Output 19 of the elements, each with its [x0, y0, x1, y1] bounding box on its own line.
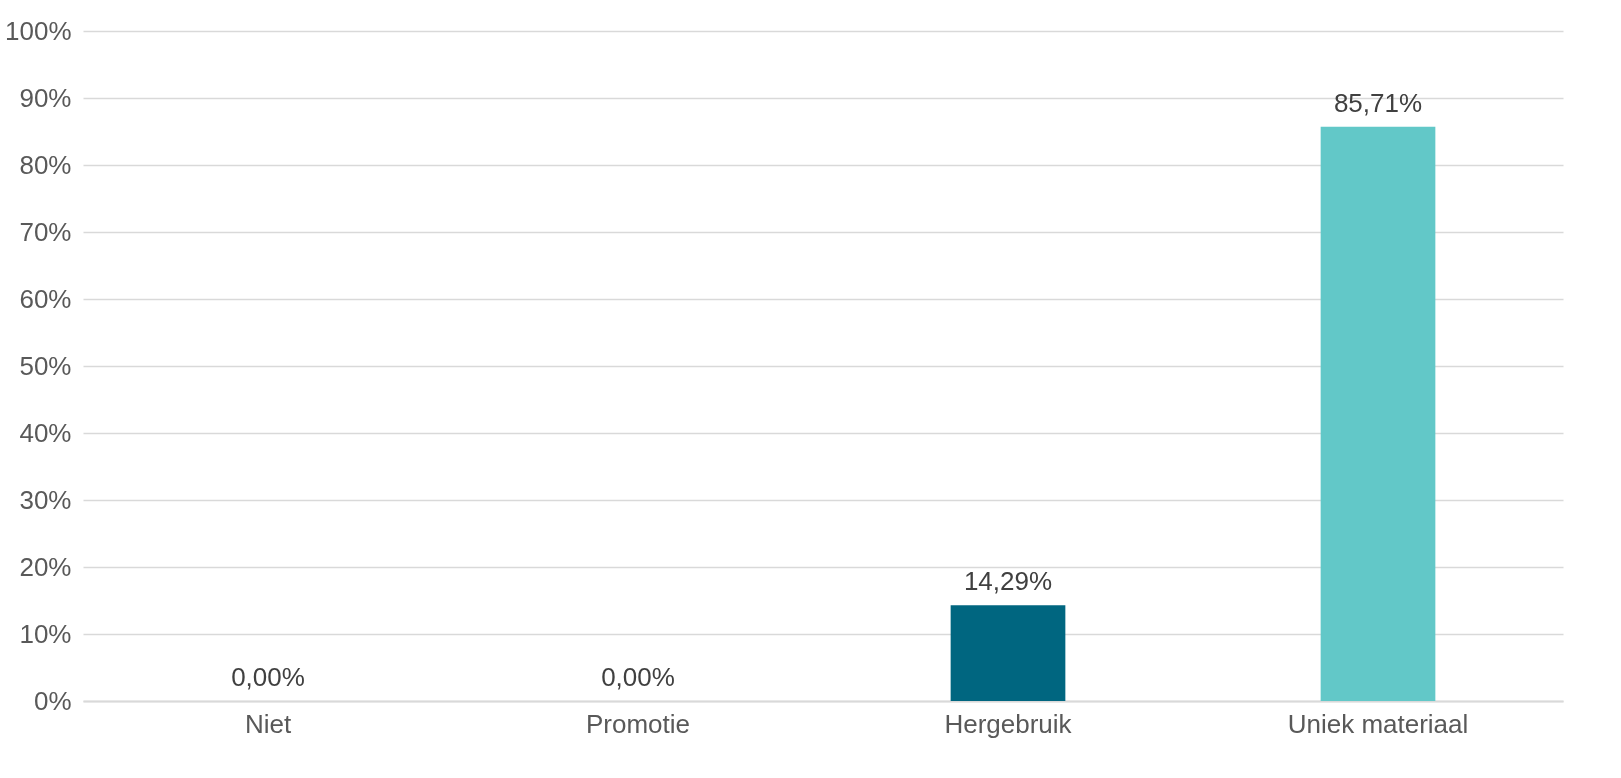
- y-tick-label: 60%: [19, 283, 72, 314]
- data-label: 85,71%: [1333, 87, 1423, 118]
- y-tick-label: 80%: [19, 149, 72, 180]
- y-tick-label: 30%: [19, 484, 72, 515]
- y-tick-label: 100%: [5, 15, 72, 46]
- data-label: 14,29%: [963, 566, 1053, 597]
- y-tick-label: 0%: [33, 685, 72, 716]
- x-tick-label: Uniek materiaal: [1287, 708, 1469, 739]
- x-tick-label: Promotie: [585, 708, 691, 739]
- x-tick-label: Niet: [244, 708, 292, 739]
- data-label: 0,00%: [601, 662, 675, 692]
- x-tick-label: Hergebruik: [944, 708, 1073, 739]
- y-tick-label: 90%: [19, 82, 72, 113]
- data-label: 0,00%: [231, 662, 305, 692]
- y-tick-label: 50%: [19, 350, 72, 381]
- y-tick-label: 70%: [19, 216, 72, 247]
- y-tick-label: 10%: [19, 618, 72, 649]
- y-tick-label: 20%: [19, 551, 72, 582]
- y-tick-label: 40%: [19, 417, 72, 448]
